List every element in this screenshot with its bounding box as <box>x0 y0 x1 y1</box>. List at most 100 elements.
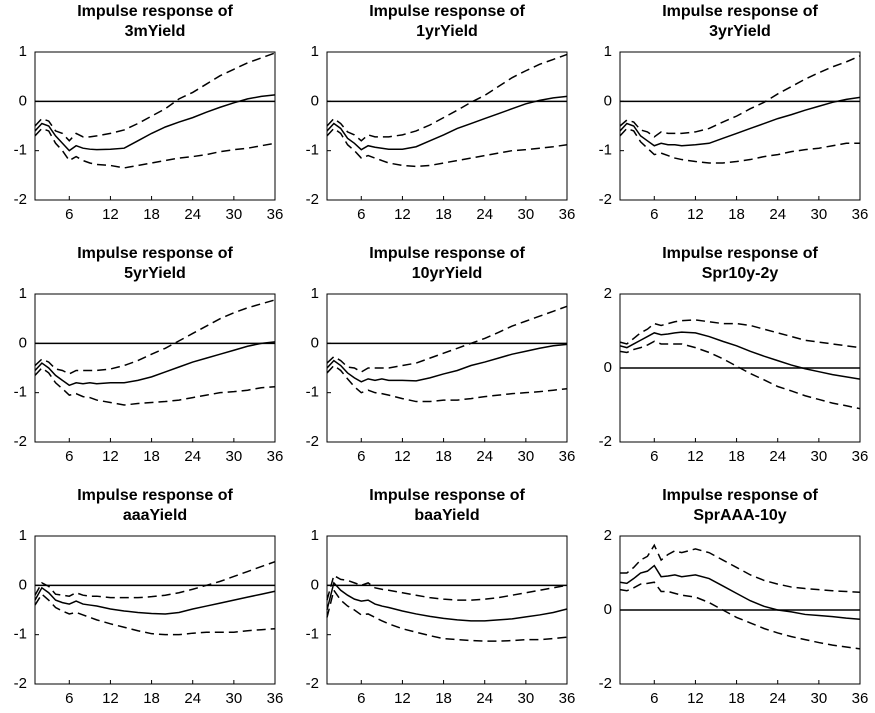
band-line <box>326 574 568 601</box>
x-tick-label: 12 <box>102 690 119 707</box>
chart-subtitle: 3yrYield <box>709 23 771 40</box>
band-line <box>620 543 861 593</box>
x-tick-label: 18 <box>143 690 160 707</box>
band-line <box>326 127 568 168</box>
y-tick-label: -2 <box>14 675 27 692</box>
x-tick-label: 6 <box>65 690 73 707</box>
y-tick-label: 0 <box>19 576 27 593</box>
x-tick-label: 6 <box>650 690 658 707</box>
plot-frame <box>326 535 568 685</box>
x-tick-label: 24 <box>184 448 201 465</box>
y-tick-label: -1 <box>14 142 27 159</box>
y-tick-label: 1 <box>311 43 319 60</box>
y-tick-label: -2 <box>599 675 612 692</box>
chart-subtitle: aaaYield <box>123 507 187 524</box>
x-tick-label: 6 <box>650 448 658 465</box>
x-tick-label: 18 <box>728 690 745 707</box>
x-tick-label: 30 <box>226 448 243 465</box>
x-tick-label: 18 <box>143 206 160 223</box>
plot-frame <box>34 535 276 685</box>
y-tick-label: -2 <box>599 433 612 450</box>
x-tick-label: 24 <box>769 448 786 465</box>
plot-frame <box>619 51 861 201</box>
y-tick-label: -2 <box>306 675 319 692</box>
x-tick-label: 36 <box>852 206 869 223</box>
y-tick-label: -1 <box>306 142 319 159</box>
x-tick-label: 30 <box>226 690 243 707</box>
x-tick-label: 12 <box>394 448 411 465</box>
y-tick-label: -2 <box>306 433 319 450</box>
y-tick-label: 1 <box>604 43 612 60</box>
x-tick-label: 12 <box>102 448 119 465</box>
x-tick-label: 36 <box>559 448 576 465</box>
x-tick-label: 18 <box>435 690 452 707</box>
x-tick-label: 30 <box>226 206 243 223</box>
band-line <box>619 127 860 164</box>
x-tick-label: 36 <box>267 206 284 223</box>
chart-subtitle: 5yrYield <box>124 265 186 282</box>
band-line <box>34 52 276 142</box>
y-tick-label: -1 <box>599 142 612 159</box>
chart-subtitle: 10yrYield <box>412 265 483 282</box>
x-tick-label: 30 <box>518 206 535 223</box>
y-tick-label: -2 <box>599 191 612 208</box>
x-tick-label: 24 <box>476 690 493 707</box>
y-tick-label: -1 <box>14 384 27 401</box>
x-tick-label: 24 <box>476 448 493 465</box>
x-tick-label: 36 <box>559 206 576 223</box>
chart-title: Impulse response of <box>662 245 818 262</box>
band-line <box>619 55 861 138</box>
x-tick-label: 18 <box>728 206 745 223</box>
y-tick-label: -1 <box>14 626 27 643</box>
chart-title: Impulse response of <box>77 245 233 262</box>
band-line <box>34 560 276 599</box>
x-tick-label: 36 <box>267 690 284 707</box>
x-tick-label: 6 <box>65 448 73 465</box>
y-tick-label: 2 <box>604 285 612 302</box>
response-line <box>326 95 568 151</box>
response-line <box>619 96 861 147</box>
x-tick-label: 12 <box>394 690 411 707</box>
y-tick-label: -1 <box>306 626 319 643</box>
y-tick-label: 1 <box>19 43 27 60</box>
y-tick-label: 1 <box>19 527 27 544</box>
x-tick-label: 6 <box>357 448 365 465</box>
x-tick-label: 18 <box>435 448 452 465</box>
chart-title: Impulse response of <box>369 487 525 504</box>
band-line <box>34 367 276 406</box>
response-line <box>34 586 276 615</box>
x-tick-label: 12 <box>687 448 704 465</box>
x-tick-label: 24 <box>476 206 493 223</box>
band-line <box>34 593 276 636</box>
y-tick-label: 2 <box>604 527 612 544</box>
chart-title: Impulse response of <box>369 3 525 20</box>
chart-subtitle: 3mYield <box>125 23 186 40</box>
band-line <box>619 340 861 410</box>
y-tick-label: 0 <box>311 334 319 351</box>
y-tick-label: 0 <box>604 359 612 376</box>
y-tick-label: -2 <box>306 191 319 208</box>
y-tick-label: 1 <box>19 285 27 302</box>
y-tick-label: 1 <box>311 527 319 544</box>
x-tick-label: 24 <box>184 206 201 223</box>
chart-subtitle: SprAAA-10y <box>693 507 786 524</box>
y-tick-label: 0 <box>19 92 27 109</box>
chart-title: Impulse response of <box>662 3 818 20</box>
chart-title: Impulse response of <box>77 3 233 20</box>
response-line <box>326 581 568 622</box>
x-tick-label: 12 <box>687 206 704 223</box>
plot-frame <box>326 293 568 443</box>
x-tick-label: 30 <box>518 448 535 465</box>
x-tick-label: 36 <box>559 690 576 707</box>
response-line <box>326 343 568 383</box>
x-tick-label: 12 <box>394 206 411 223</box>
y-tick-label: 0 <box>311 92 319 109</box>
y-tick-label: -2 <box>14 433 27 450</box>
chart-title: Impulse response of <box>77 487 233 504</box>
x-tick-label: 36 <box>852 690 869 707</box>
plot-frame <box>34 51 276 201</box>
x-tick-label: 30 <box>518 690 535 707</box>
response-line <box>34 94 276 152</box>
band-line <box>326 305 568 373</box>
